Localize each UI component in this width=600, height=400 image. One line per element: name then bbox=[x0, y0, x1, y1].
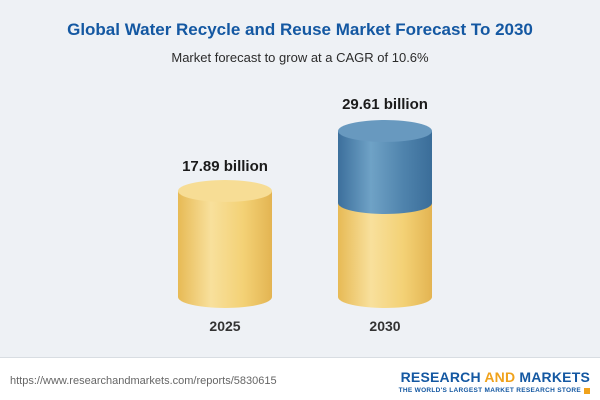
bar-2030-top-ellipse bbox=[338, 120, 432, 142]
value-label-2030: 29.61 billion bbox=[342, 96, 428, 113]
logo-accent-square-icon bbox=[584, 387, 590, 394]
x-tick-2025: 2025 bbox=[209, 318, 241, 334]
bar-2030-growth-segment bbox=[338, 131, 432, 203]
logo-word-markets: MARKETS bbox=[515, 369, 590, 385]
logo-word-research: RESEARCH bbox=[400, 369, 485, 385]
logo-tagline-text: THE WORLD'S LARGEST MARKET RESEARCH STOR… bbox=[398, 387, 581, 394]
logo-wordmark: RESEARCH AND MARKETS bbox=[399, 369, 590, 385]
logo-tagline-row: THE WORLD'S LARGEST MARKET RESEARCH STOR… bbox=[399, 387, 590, 394]
x-tick-2030: 2030 bbox=[369, 318, 401, 334]
chart-title: Global Water Recycle and Reuse Market Fo… bbox=[67, 20, 533, 39]
bar-2030-base-segment bbox=[338, 203, 432, 308]
bar-2030-segment-junction bbox=[338, 192, 432, 214]
value-label-2025: 17.89 billion bbox=[182, 158, 268, 175]
bar-2025-body bbox=[178, 191, 272, 308]
footer-bar: https://www.researchandmarkets.com/repor… bbox=[0, 357, 600, 400]
report-url: https://www.researchandmarkets.com/repor… bbox=[10, 375, 277, 387]
chart-subtitle: Market forecast to grow at a CAGR of 10.… bbox=[171, 50, 429, 65]
bar-2025-top-ellipse bbox=[178, 180, 272, 202]
logo-word-and: AND bbox=[484, 369, 516, 385]
research-and-markets-logo: RESEARCH AND MARKETS THE WORLD'S LARGEST… bbox=[399, 369, 590, 394]
